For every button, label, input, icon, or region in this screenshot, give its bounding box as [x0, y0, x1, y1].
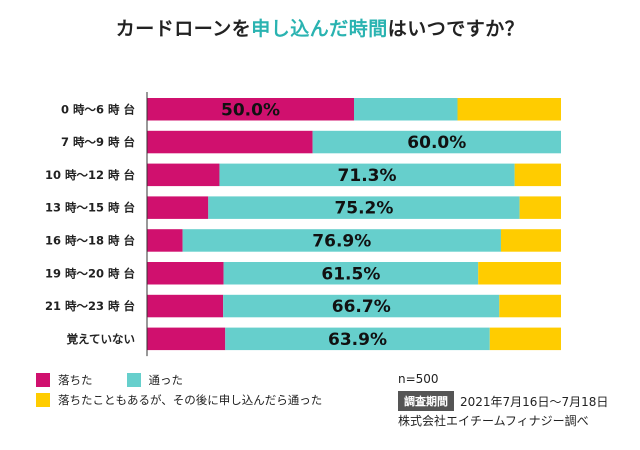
legend-row-2: 落ちたこともあるが、その後に申し込んだら通った	[36, 392, 356, 408]
legend-swatch-both	[36, 393, 50, 407]
legend-passed: 通った	[126, 372, 184, 388]
legend-label-fell: 落ちた	[58, 373, 93, 387]
bar-segment	[519, 196, 561, 219]
bar-segment	[225, 327, 490, 351]
bar-segment	[223, 262, 479, 285]
title-suffix: はいつですか？	[387, 18, 525, 40]
bar-segment	[147, 229, 183, 252]
bar-segment	[208, 196, 520, 219]
legend-fell: 落ちた	[36, 372, 93, 388]
bar-segment	[478, 262, 561, 285]
data-label: 71.3%	[338, 166, 397, 186]
title-prefix: カードローンを	[115, 18, 252, 40]
bar-segment	[182, 229, 501, 252]
bar-segment	[147, 262, 224, 285]
data-label: 61.5%	[321, 264, 380, 284]
data-label: 75.2%	[334, 199, 393, 219]
bar-segment	[489, 327, 561, 351]
bar-segment	[147, 98, 354, 121]
category-label: 7 時～9 時 台	[61, 135, 135, 149]
legend-label-both: 落ちたこともあるが、その後に申し込んだら通った	[58, 393, 323, 407]
legend-row-1: 落ちた 通った	[36, 372, 217, 388]
bar-segment	[457, 98, 561, 121]
period-value: 2021年7月16日～7月18日	[460, 394, 609, 409]
category-label: 19 時～20 時 台	[45, 266, 135, 280]
bar-segment	[499, 294, 561, 318]
legend-label-passed: 通った	[148, 373, 184, 387]
source-credit: 株式会社エイチームフィナジー調べ	[398, 414, 589, 428]
title-highlight: 申し込んだ時間	[251, 18, 388, 40]
period-badge: 調査期間	[398, 391, 454, 411]
sample-size: n=500	[398, 372, 439, 386]
bar-segment	[500, 229, 561, 252]
category-label: 16 時～18 時 台	[45, 233, 135, 247]
legend-swatch-fell	[36, 373, 50, 387]
bar-segment	[223, 294, 500, 318]
legend-swatch-passed	[126, 373, 141, 387]
legend-both: 落ちたこともあるが、その後に申し込んだら通った	[36, 392, 322, 408]
category-label: 13 時～15 時 台	[45, 201, 135, 215]
bar-segment	[219, 163, 515, 187]
bar-segment	[514, 163, 561, 187]
bar-segment	[147, 294, 224, 318]
bar-segment	[147, 196, 209, 219]
data-label: 66.7%	[332, 297, 391, 317]
category-label: 10 時～12 時 台	[45, 168, 135, 182]
data-label: 60.0%	[407, 133, 466, 153]
bar-segment	[147, 327, 226, 351]
survey-period: 調査期間 2021年7月16日～7月18日	[398, 391, 608, 411]
data-label: 50.0%	[221, 100, 280, 120]
category-label: 21 時～23 時 台	[45, 299, 135, 313]
chart-title: カードローンを申し込んだ時間はいつですか？	[0, 14, 640, 41]
bar-segment	[312, 130, 561, 154]
bar-segment	[147, 163, 220, 187]
data-label: 76.9%	[312, 231, 371, 251]
category-label: 覚えていない	[67, 332, 135, 346]
bar-segment	[354, 98, 458, 121]
data-label: 63.9%	[328, 330, 387, 350]
category-label: 0 時～6 時 台	[61, 102, 135, 116]
bar-segment	[147, 130, 313, 154]
